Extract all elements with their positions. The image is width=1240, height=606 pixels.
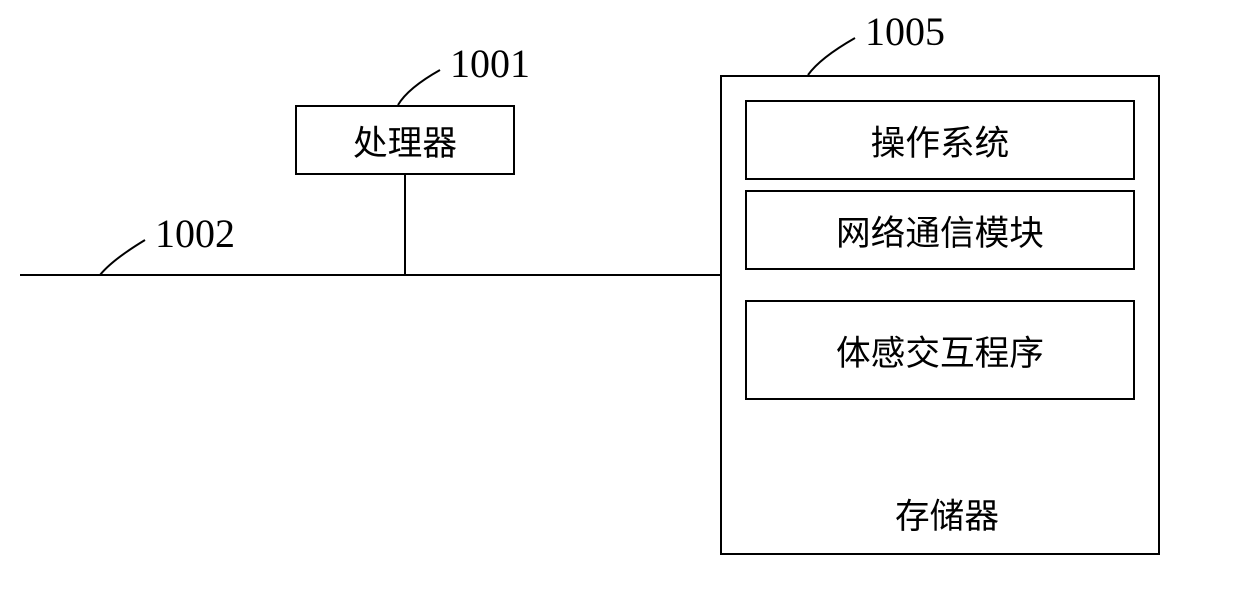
memory-leader-line — [0, 0, 1240, 606]
diagram-stage: 处理器 1001 1002 操作系统 网络通信模块 体感交互程序 存储器 100… — [0, 0, 1240, 606]
